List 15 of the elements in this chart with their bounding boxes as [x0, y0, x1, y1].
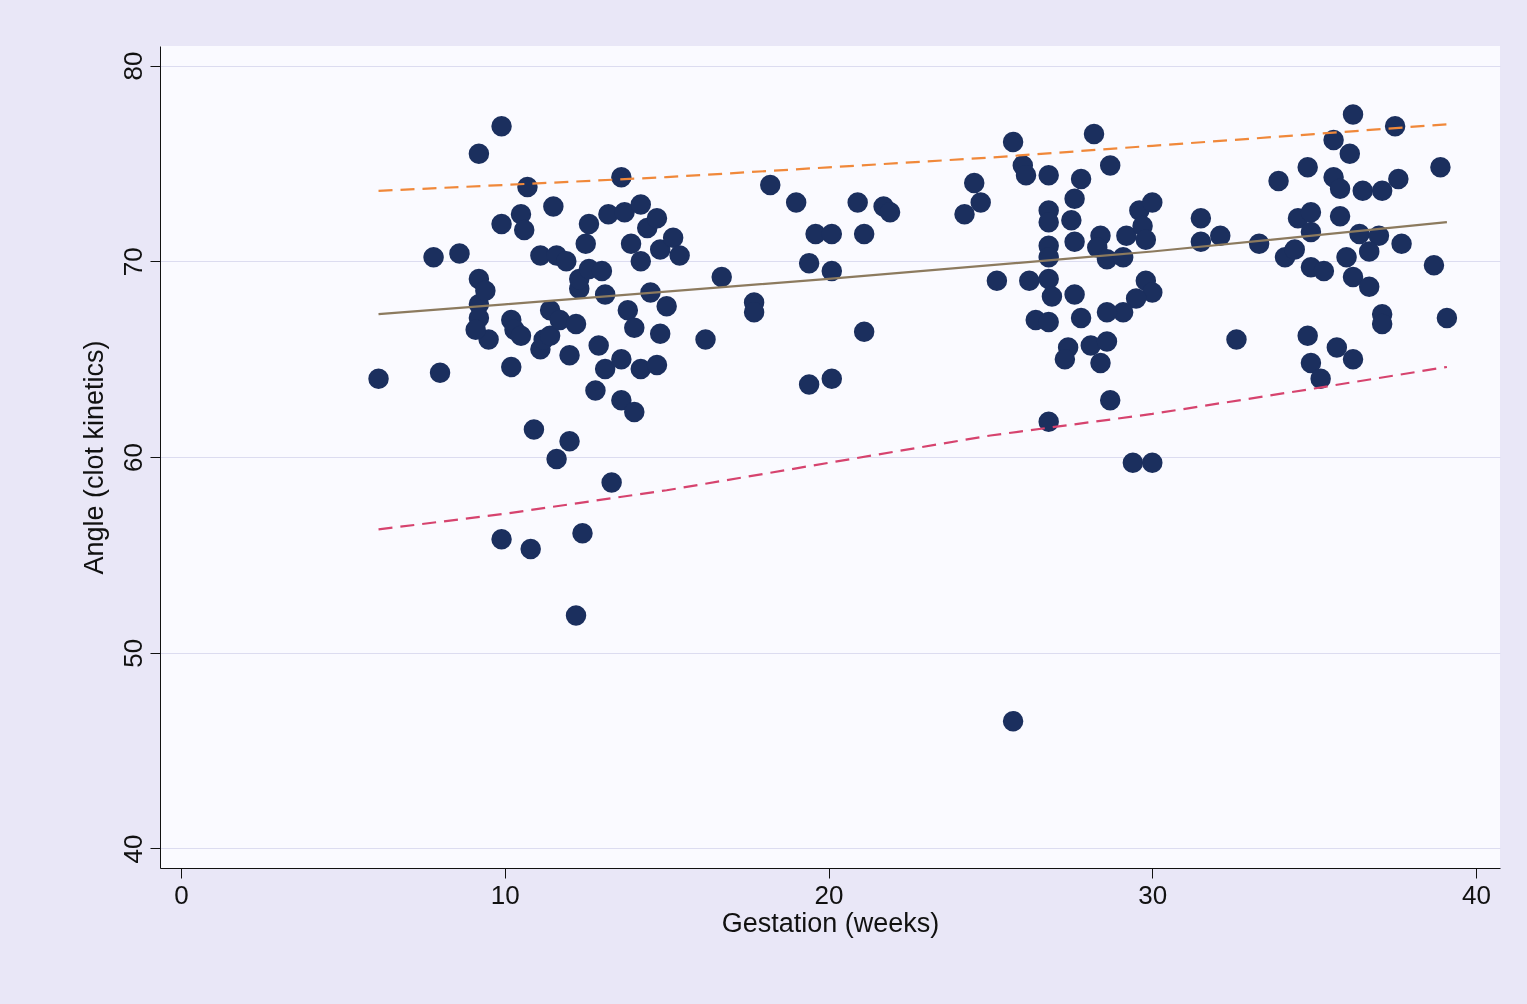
y-tick-label: 60: [117, 443, 148, 472]
line-series: [377, 365, 1449, 531]
y-axis-title: Angle (clot kinetics): [78, 340, 109, 575]
y-tick-label: 40: [117, 834, 148, 864]
y-tick-label: 80: [117, 51, 148, 81]
y-tick-label: 50: [117, 638, 148, 668]
x-tick-label: 30: [1138, 879, 1168, 910]
x-tick-label: 0: [174, 879, 189, 910]
x-tick-label: 10: [490, 879, 520, 910]
x-tick-label: 40: [1462, 879, 1491, 910]
line-series: [377, 123, 1449, 192]
x-tick-label: 20: [814, 879, 844, 910]
x-axis-title: Gestation (weeks): [721, 907, 940, 938]
y-tick-label: 70: [117, 247, 148, 277]
line-series: [377, 221, 1449, 316]
